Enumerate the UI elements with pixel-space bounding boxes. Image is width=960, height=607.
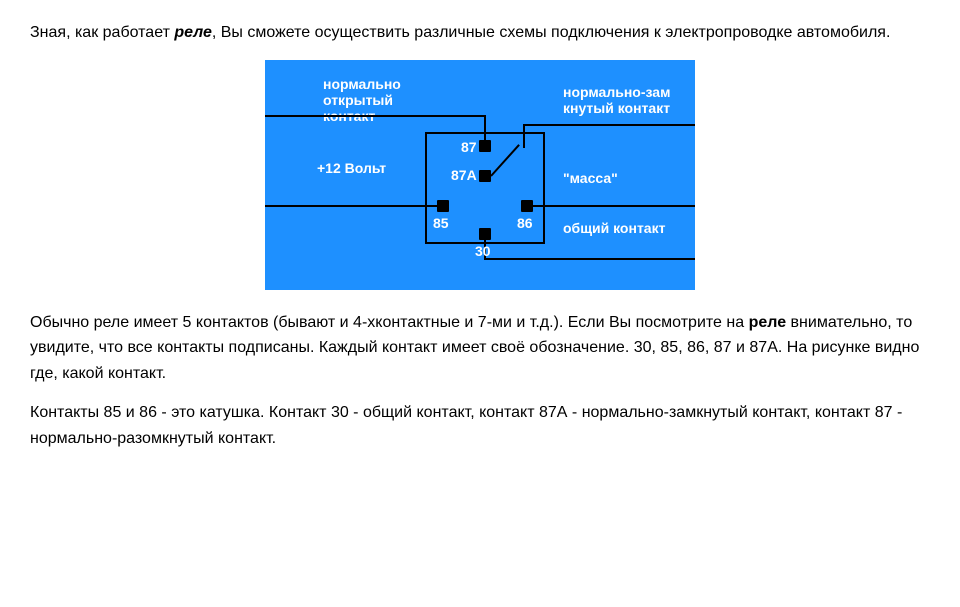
- wire-87a-right: [523, 124, 695, 126]
- label-ground: "масса": [563, 170, 618, 186]
- intro-text-b: , Вы сможете осуществить различные схемы…: [212, 24, 891, 41]
- para2-rele2: реле: [749, 314, 787, 331]
- wire-87a-up: [523, 124, 525, 148]
- dot-87: [479, 140, 491, 152]
- pin-87: 87: [461, 136, 477, 158]
- wire-85-left: [265, 205, 437, 207]
- wire-86-right: [533, 205, 695, 207]
- dot-30: [479, 228, 491, 240]
- pin-85: 85: [433, 212, 449, 234]
- label-plus12v: +12 Вольт: [317, 160, 386, 176]
- label-nc-l1: нормально-зам: [563, 84, 670, 100]
- wire-30-right: [484, 258, 695, 260]
- page-root: Зная, как работает реле, Вы сможете осущ…: [0, 0, 960, 452]
- para-3: Контакты 85 и 86 - это катушка. Контакт …: [30, 400, 930, 451]
- relay-diagram: нормально открытый контакт +12 Вольт нор…: [265, 60, 695, 290]
- intro-rele: реле: [174, 24, 212, 41]
- label-no-open-l2: открытый: [323, 92, 393, 108]
- para-2: Обычно реле имеет 5 контактов (бывают и …: [30, 310, 930, 387]
- intro-paragraph: Зная, как работает реле, Вы сможете осущ…: [30, 20, 930, 46]
- label-no-open-l1: нормально: [323, 76, 401, 92]
- para2-a: Обычно: [30, 314, 94, 331]
- pin-87a: 87A: [451, 164, 477, 186]
- intro-text-a: Зная, как работает: [30, 24, 174, 41]
- diagram-wrap: нормально открытый контакт +12 Вольт нор…: [30, 60, 930, 290]
- label-common: общий контакт: [563, 220, 665, 236]
- wire-87-left: [265, 115, 485, 117]
- label-nc-l2: кнутый контакт: [563, 100, 670, 116]
- wire-87-up: [484, 115, 486, 140]
- dot-87a: [479, 170, 491, 182]
- para2-rele: реле: [94, 314, 130, 331]
- pin-86: 86: [517, 212, 533, 234]
- pin-30: 30: [475, 240, 491, 262]
- dot-85: [437, 200, 449, 212]
- para2-b: имеет 5 контактов (бывают и 4-хконтактны…: [129, 314, 748, 331]
- dot-86: [521, 200, 533, 212]
